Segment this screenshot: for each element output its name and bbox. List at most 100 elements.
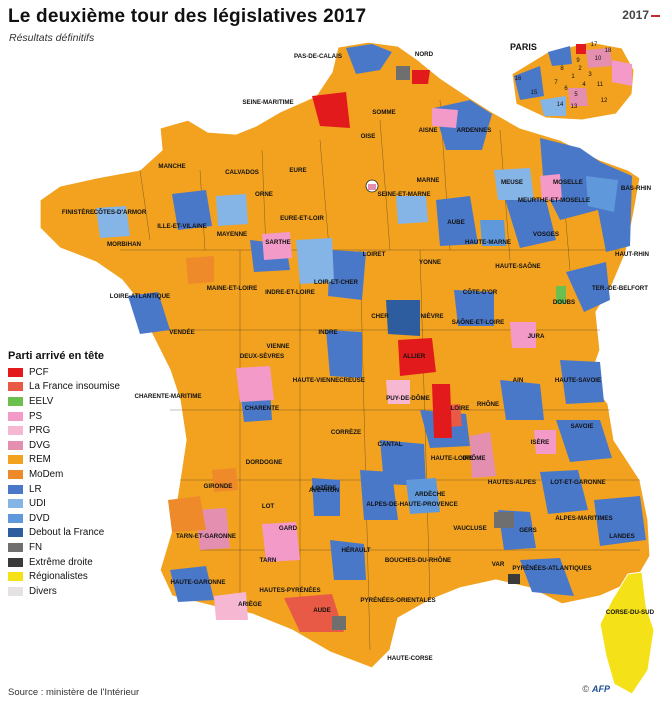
department-label: HAUTE-GARONNE <box>171 579 226 586</box>
department-label: ORNE <box>255 191 273 198</box>
department-label: TARN <box>260 557 277 564</box>
department-label: VIENNE <box>266 343 289 350</box>
paris-inset-title: PARIS <box>510 42 537 52</box>
department-label: OISE <box>361 133 376 140</box>
legend-item: DVD <box>8 511 158 526</box>
legend-label: Extrême droite <box>29 556 93 568</box>
department-label: ALPES-DE-HAUTE-PROVENCE <box>366 501 457 508</box>
department-label: TARN-ET-GARONNE <box>176 533 236 540</box>
department-label: NORD <box>415 51 434 58</box>
arrondissement-number: 18 <box>605 48 612 54</box>
copyright-mark: © <box>582 684 589 694</box>
legend-items: PCF La France insoumise EELV PS PRG DVG REM MoD… <box>8 365 158 599</box>
department-label: DOUBS <box>553 299 575 306</box>
department-label: CALVADOS <box>225 169 259 176</box>
department-label: ARDENNES <box>457 127 492 134</box>
legend-swatch <box>8 542 23 552</box>
department-label: VOSGES <box>533 231 559 238</box>
department-label: VENDÉE <box>169 328 194 336</box>
paris-locator-fill <box>368 184 376 190</box>
department-label: MORBIHAN <box>107 241 142 248</box>
department-label: SARTHE <box>265 239 290 246</box>
legend-label: LR <box>29 483 42 495</box>
department-label: VAR <box>492 561 505 568</box>
legend-swatch <box>8 440 23 450</box>
legend-swatch <box>8 557 23 567</box>
department-label: MAYENNE <box>217 231 247 238</box>
department-label: INDRE <box>318 329 337 336</box>
left-constituencies <box>196 108 562 620</box>
arrondissement-number: 7 <box>554 80 558 86</box>
department-label: EURE <box>289 167 306 174</box>
department-label: ARIÈGE <box>238 600 262 608</box>
department-label: ISÈRE <box>531 438 550 446</box>
department-label: AUBE <box>447 219 465 226</box>
arrondissement-number: 2 <box>578 66 582 72</box>
department-label: HAUTE-SAÔNE <box>495 262 540 270</box>
legend-label: DVG <box>29 439 51 451</box>
department-label: BAS-RHIN <box>621 185 652 192</box>
department-label: SAVOIE <box>571 423 594 430</box>
department-label: CORSE-DU-SUD <box>606 609 655 616</box>
department-label: ILLE-ET-VILAINE <box>157 223 207 230</box>
legend-item: REM <box>8 453 158 468</box>
department-label: HAUTE-SAVOIE <box>555 377 601 384</box>
legend-item: LR <box>8 482 158 497</box>
logo-flag-mark <box>651 14 660 17</box>
department-label: CÔTES-D'ARMOR <box>94 208 147 216</box>
department-label: PUY-DE-DÔME <box>386 394 430 402</box>
legend-swatch <box>8 572 23 582</box>
department-label: SEINE-ET-MARNE <box>378 191 431 198</box>
department-label: AUDE <box>313 607 331 614</box>
department-label: LOT <box>262 503 275 510</box>
far-right-constituencies <box>332 66 520 630</box>
arrondissement-number: 16 <box>515 76 522 82</box>
department-label: SOMME <box>372 109 395 116</box>
legend-swatch <box>8 528 23 538</box>
legend-item: Régionalistes <box>8 569 158 584</box>
arrondissement-number: 17 <box>591 42 598 48</box>
legend-item: Extrême droite <box>8 555 158 570</box>
department-label: ALPES-MARITIMES <box>555 515 612 522</box>
legend-label: MoDem <box>29 468 64 480</box>
lr-constituencies <box>128 44 646 602</box>
department-label: FINISTÈRE <box>62 208 94 216</box>
legend-label: PRG <box>29 425 51 437</box>
department-label: AVEYRON <box>309 487 340 494</box>
arrondissement-number: 6 <box>564 86 568 92</box>
department-label: CHARENTE <box>245 405 279 412</box>
arrondissement-number: 1 <box>571 74 575 80</box>
department-label: LANDES <box>609 533 634 540</box>
department-label: LOIR-ET-CHER <box>314 279 359 286</box>
legend-item: PRG <box>8 423 158 438</box>
legend-label: FN <box>29 541 43 553</box>
department-label: CORRÈZE <box>331 428 361 436</box>
map-subtitle: Résultats définitifs <box>9 32 95 44</box>
legend-label: PCF <box>29 366 49 378</box>
department-label: ALLIER <box>403 353 426 360</box>
legend-item: UDI <box>8 496 158 511</box>
department-label: HAUTES-ALPES <box>488 479 536 486</box>
legend-label: DVD <box>29 512 50 524</box>
legend-item: PCF <box>8 365 158 380</box>
arrondissement-number: 11 <box>597 82 604 88</box>
department-label: GERS <box>519 527 537 534</box>
arrondissement-number: 4 <box>582 82 586 88</box>
legend-item: MoDem <box>8 467 158 482</box>
department-label: SAÔNE-ET-LOIRE <box>452 318 505 326</box>
department-label: BOUCHES-DU-RHÔNE <box>385 556 451 564</box>
department-label: PYRÉNÉES-ORIENTALES <box>360 596 435 604</box>
department-label: INDRE-ET-LOIRE <box>265 289 315 296</box>
legend-swatch <box>8 367 23 377</box>
department-label: AIN <box>513 377 524 384</box>
legend-label: UDI <box>29 498 46 510</box>
department-label: VAUCLUSE <box>453 525 487 532</box>
department-labels: PAS-DE-CALAIS NORD SEINE-MARITIME SOMME OISE… <box>62 51 655 662</box>
legend-swatch <box>8 455 23 465</box>
department-label: GARD <box>279 525 298 532</box>
corsica-shape <box>599 571 655 695</box>
legend-label: EELV <box>29 395 54 407</box>
legend-swatch <box>8 513 23 523</box>
arrondissement-number: 8 <box>560 66 564 72</box>
